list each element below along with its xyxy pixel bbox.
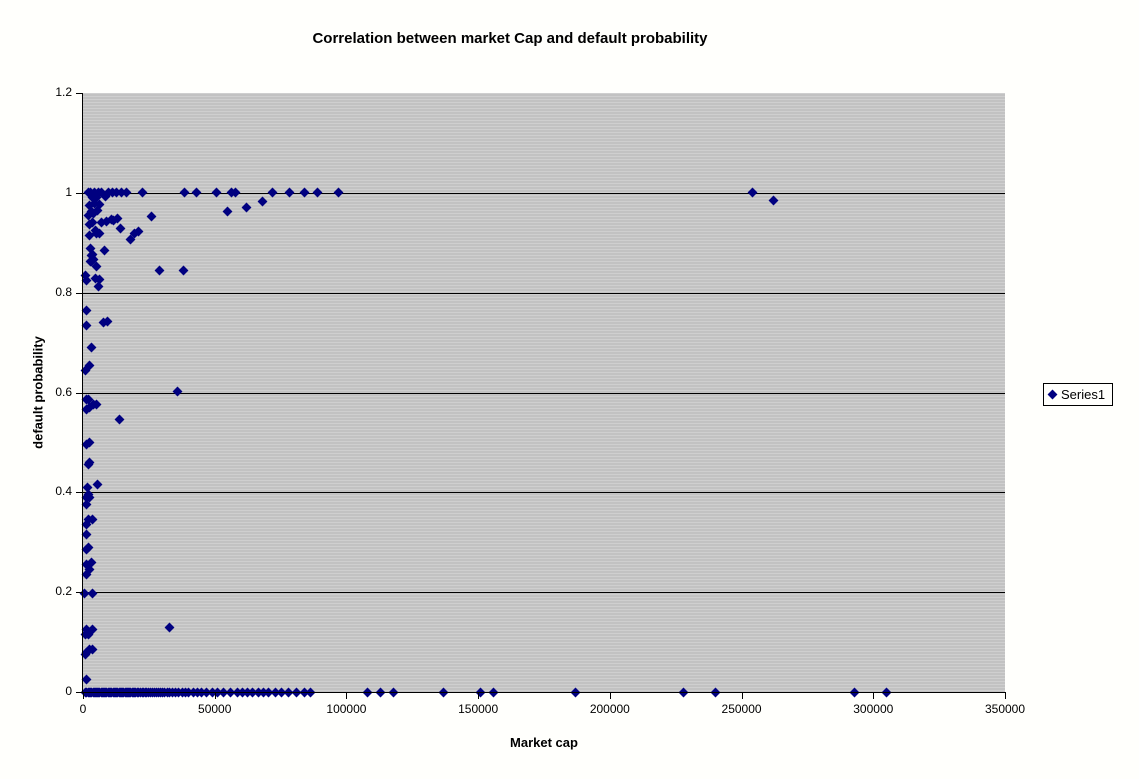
y-tick bbox=[76, 492, 82, 494]
x-tick bbox=[346, 693, 348, 699]
scatter-point bbox=[178, 265, 189, 276]
scatter-point bbox=[172, 386, 183, 396]
scatter-point bbox=[99, 245, 110, 256]
gridline bbox=[83, 392, 1005, 394]
x-tick-label: 0 bbox=[79, 702, 87, 716]
scatter-point bbox=[115, 223, 126, 234]
gridline bbox=[83, 292, 1005, 294]
scatter-point bbox=[86, 342, 97, 353]
x-tick bbox=[609, 693, 611, 699]
x-tick-label: 300000 bbox=[853, 702, 894, 716]
y-tick-label: 0.8 bbox=[55, 284, 72, 299]
y-tick bbox=[76, 292, 82, 294]
scatter-point bbox=[241, 202, 252, 213]
y-tick bbox=[76, 592, 82, 594]
scatter-point bbox=[137, 187, 148, 198]
scatter-point bbox=[191, 187, 202, 198]
page-title: Correlation between market Cap and defau… bbox=[312, 30, 708, 47]
y-tick bbox=[76, 192, 82, 194]
y-tick-label: 1 bbox=[65, 184, 72, 199]
scatter-point bbox=[257, 196, 268, 207]
scatter-point bbox=[768, 195, 779, 206]
y-tick bbox=[76, 692, 82, 693]
y-axis-label: default probability bbox=[30, 336, 46, 449]
scatter-point bbox=[267, 187, 278, 198]
x-tick-label: 200000 bbox=[589, 702, 630, 716]
scatter-point bbox=[146, 211, 157, 222]
x-axis-line bbox=[83, 692, 1006, 693]
gridline bbox=[83, 592, 1005, 594]
y-tick-label: 0.2 bbox=[55, 584, 72, 599]
x-tick bbox=[214, 693, 216, 699]
x-tick bbox=[741, 693, 743, 699]
legend: Series1 bbox=[1043, 383, 1114, 406]
y-axis-line bbox=[82, 93, 83, 693]
x-tick-label: 350000 bbox=[984, 702, 1026, 716]
y-tick-label: 1.2 bbox=[55, 85, 72, 99]
scatter-point bbox=[92, 479, 103, 490]
scatter-point bbox=[211, 187, 221, 198]
plot-area bbox=[79, 93, 1005, 697]
scatter-point bbox=[114, 415, 125, 425]
x-tick-label: 250000 bbox=[721, 702, 762, 716]
scatter-point bbox=[121, 187, 132, 198]
y-tick-label: 0.4 bbox=[55, 484, 72, 499]
x-tick-label: 50000 bbox=[198, 702, 232, 716]
scatter-point bbox=[81, 529, 92, 540]
y-tick-label: 0.6 bbox=[55, 384, 72, 399]
x-tick-label: 100000 bbox=[326, 702, 367, 716]
scatter-point bbox=[164, 622, 175, 633]
scatter-point bbox=[299, 187, 310, 198]
x-tick-label: 150000 bbox=[458, 702, 499, 716]
legend-label: Series1 bbox=[1061, 387, 1106, 402]
x-tick bbox=[873, 693, 875, 699]
scatter-point bbox=[312, 187, 323, 198]
gridline bbox=[83, 192, 1005, 194]
x-tick bbox=[478, 693, 480, 699]
y-tick bbox=[76, 93, 82, 94]
scatter-point bbox=[333, 187, 344, 198]
legend-marker-icon bbox=[1047, 389, 1058, 400]
gridline bbox=[83, 492, 1005, 494]
scatter-point bbox=[179, 187, 190, 198]
scatter-point bbox=[747, 187, 758, 198]
scatter-point bbox=[284, 187, 295, 198]
y-tick-label: 0 bbox=[65, 684, 72, 698]
scatter-point bbox=[154, 265, 165, 276]
scatter-point bbox=[222, 206, 233, 217]
x-tick bbox=[83, 693, 84, 699]
scatter-point bbox=[87, 588, 98, 599]
y-tick bbox=[76, 392, 82, 394]
x-axis-label: Market cap bbox=[510, 735, 578, 750]
x-tick bbox=[1005, 693, 1006, 699]
scatter-point bbox=[81, 320, 92, 331]
